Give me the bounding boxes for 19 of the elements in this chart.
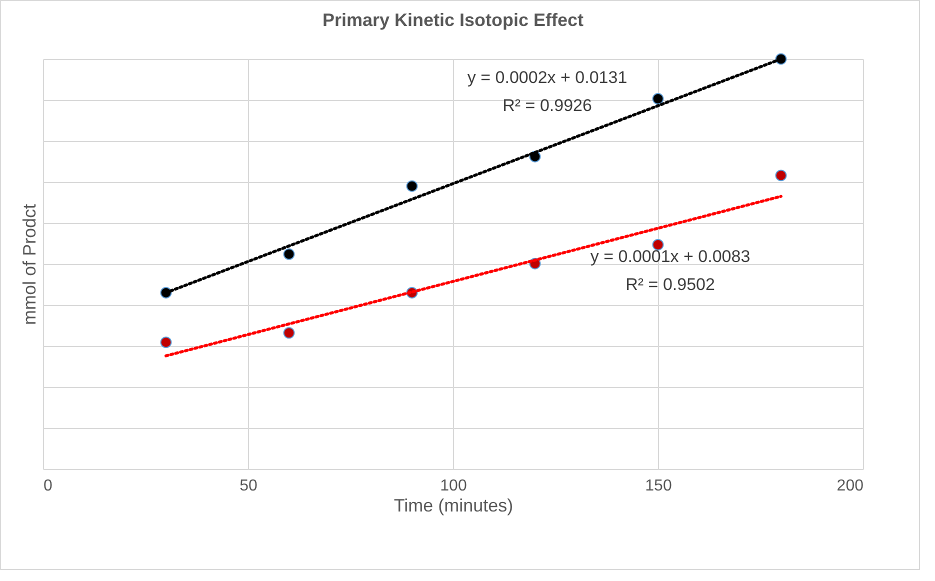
annotation: y = 0.0001x + 0.0083 <box>590 247 750 266</box>
point <box>652 93 664 105</box>
annotation: R² = 0.9502 <box>626 275 715 294</box>
x-tick-label: 50 <box>240 478 258 494</box>
x-tick-label: 150 <box>645 478 672 494</box>
annotation: y = 0.0002x + 0.0131 <box>467 68 628 87</box>
y-axis-title: mmol of Prodct <box>20 204 40 326</box>
point <box>283 248 295 260</box>
x-axis-title: Time (minutes) <box>394 496 514 516</box>
point <box>775 170 787 182</box>
x-tick-label: 0 <box>44 478 52 494</box>
point <box>652 238 664 250</box>
point <box>283 327 295 339</box>
x-tick-label: 100 <box>440 478 467 494</box>
point <box>406 180 418 192</box>
annotation: R² = 0.9926 <box>502 96 592 115</box>
point <box>160 336 172 348</box>
x-tick-label: 200 <box>836 478 864 494</box>
chart-title: Primary Kinetic Isotopic Effect <box>322 10 584 30</box>
